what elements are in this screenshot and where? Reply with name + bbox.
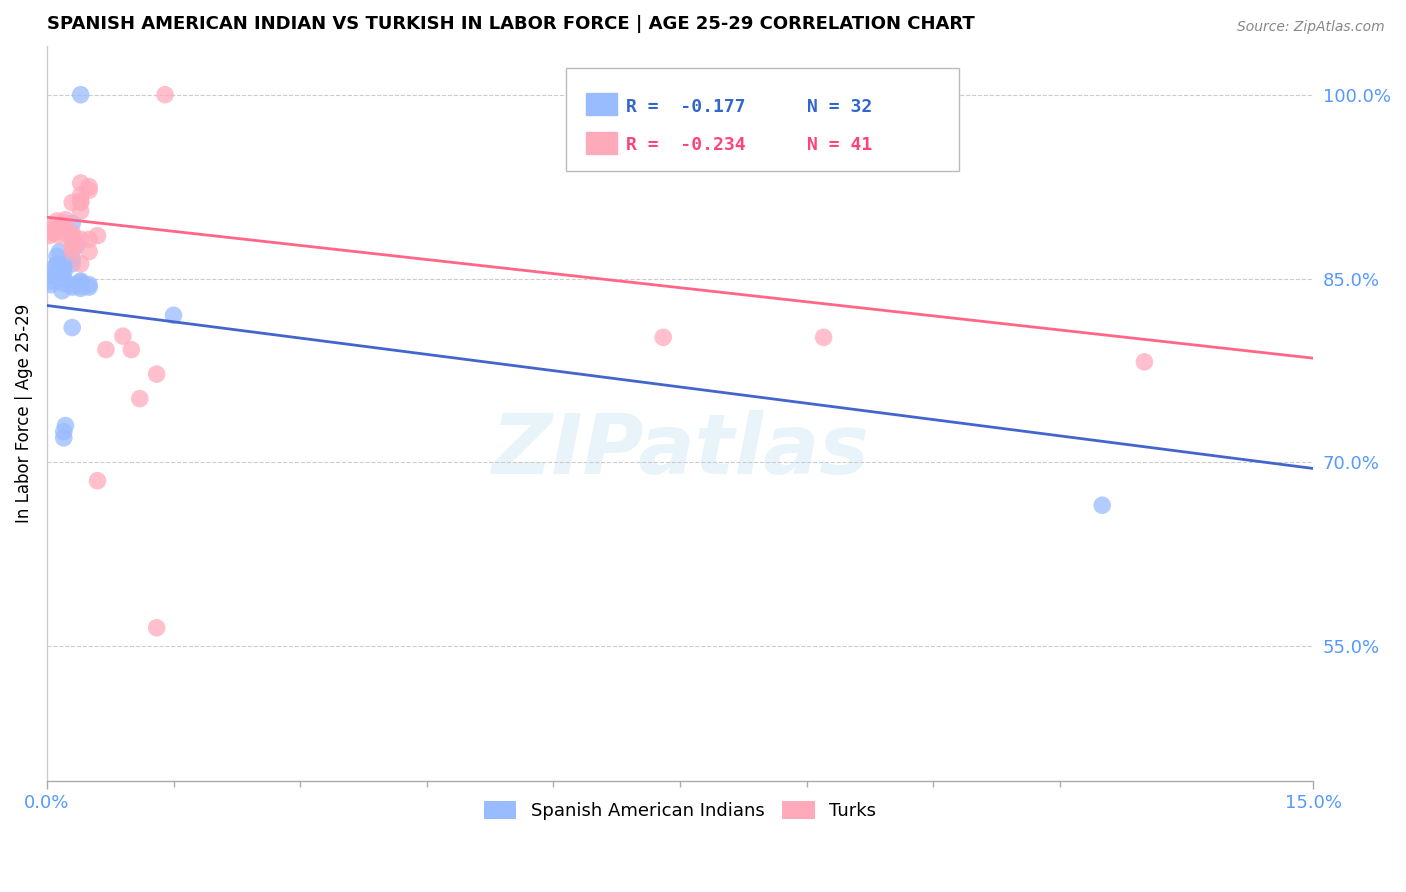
Point bbox=[52, 425, 75, 439]
Point bbox=[60, 252, 83, 266]
Point bbox=[48, 228, 70, 243]
Text: ZIPatlas: ZIPatlas bbox=[491, 409, 869, 491]
Point bbox=[42, 226, 65, 240]
Point bbox=[44, 260, 66, 274]
Point bbox=[1133, 355, 1156, 369]
Point bbox=[39, 225, 62, 239]
Point bbox=[145, 367, 167, 381]
Point bbox=[77, 277, 100, 292]
Point bbox=[69, 278, 91, 293]
Point bbox=[48, 244, 70, 259]
Point bbox=[55, 418, 77, 433]
Point bbox=[65, 238, 87, 252]
Point bbox=[94, 343, 117, 357]
Point bbox=[77, 244, 100, 259]
Point bbox=[52, 271, 75, 285]
Point bbox=[52, 220, 75, 235]
Point bbox=[813, 330, 835, 344]
Point bbox=[153, 87, 176, 102]
Point bbox=[69, 87, 91, 102]
FancyBboxPatch shape bbox=[586, 93, 617, 115]
Point bbox=[60, 244, 83, 259]
Point bbox=[55, 212, 77, 227]
Point bbox=[51, 284, 73, 298]
Point bbox=[44, 219, 66, 233]
Point bbox=[77, 179, 100, 194]
Point bbox=[77, 183, 100, 197]
Text: N = 41: N = 41 bbox=[807, 136, 872, 154]
Point bbox=[69, 281, 91, 295]
Point bbox=[69, 232, 91, 246]
Point bbox=[1091, 498, 1114, 512]
Point bbox=[69, 274, 91, 288]
Point bbox=[69, 204, 91, 219]
Point bbox=[60, 277, 83, 292]
Point bbox=[69, 275, 91, 289]
Text: R =  -0.234: R = -0.234 bbox=[626, 136, 745, 154]
Point bbox=[60, 216, 83, 230]
Point bbox=[128, 392, 150, 406]
Point bbox=[46, 214, 69, 228]
Point bbox=[52, 431, 75, 445]
Text: SPANISH AMERICAN INDIAN VS TURKISH IN LABOR FORCE | AGE 25-29 CORRELATION CHART: SPANISH AMERICAN INDIAN VS TURKISH IN LA… bbox=[46, 15, 974, 33]
Text: R =  -0.177: R = -0.177 bbox=[626, 98, 745, 116]
Point bbox=[60, 320, 83, 334]
Point bbox=[39, 274, 62, 288]
Point bbox=[145, 621, 167, 635]
FancyBboxPatch shape bbox=[567, 68, 959, 170]
Point bbox=[52, 261, 75, 276]
Point bbox=[38, 228, 60, 243]
Point bbox=[39, 277, 62, 292]
Point bbox=[60, 226, 83, 240]
Point bbox=[111, 329, 134, 343]
Point bbox=[77, 280, 100, 294]
Point bbox=[52, 265, 75, 279]
Point bbox=[51, 225, 73, 239]
Point bbox=[162, 308, 184, 322]
Point bbox=[42, 268, 65, 283]
Point bbox=[44, 222, 66, 236]
Point bbox=[69, 188, 91, 202]
Point bbox=[46, 250, 69, 264]
Point bbox=[77, 232, 100, 246]
Point bbox=[44, 264, 66, 278]
Text: N = 32: N = 32 bbox=[807, 98, 872, 116]
Point bbox=[120, 343, 142, 357]
Point bbox=[69, 257, 91, 271]
Point bbox=[46, 257, 69, 271]
Legend: Spanish American Indians, Turks: Spanish American Indians, Turks bbox=[477, 793, 883, 827]
FancyBboxPatch shape bbox=[586, 132, 617, 154]
Point bbox=[60, 235, 83, 249]
Point bbox=[86, 228, 108, 243]
Point bbox=[60, 280, 83, 294]
Point bbox=[60, 228, 83, 243]
Point bbox=[52, 216, 75, 230]
Point bbox=[69, 176, 91, 190]
Point bbox=[52, 277, 75, 291]
Point bbox=[60, 241, 83, 255]
Point bbox=[60, 232, 83, 246]
Point bbox=[69, 194, 91, 209]
Point bbox=[60, 257, 83, 271]
Point bbox=[86, 474, 108, 488]
Y-axis label: In Labor Force | Age 25-29: In Labor Force | Age 25-29 bbox=[15, 303, 32, 523]
Point bbox=[652, 330, 675, 344]
Text: Source: ZipAtlas.com: Source: ZipAtlas.com bbox=[1237, 20, 1385, 34]
Point bbox=[69, 195, 91, 210]
Point bbox=[60, 195, 83, 210]
